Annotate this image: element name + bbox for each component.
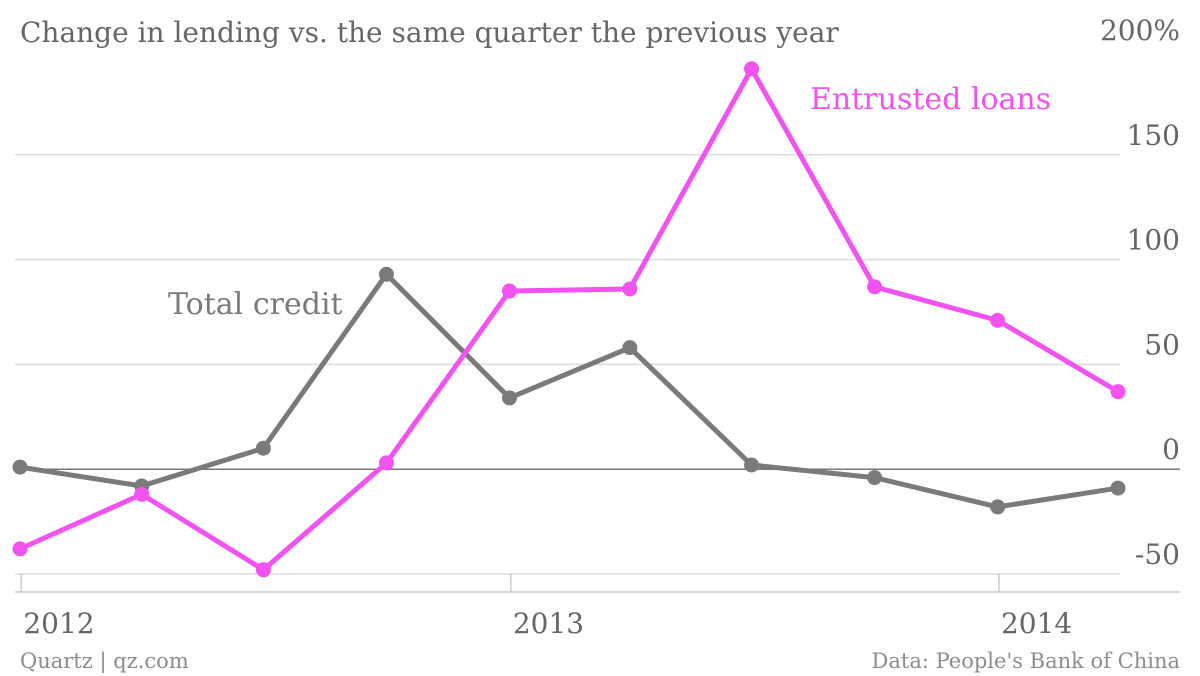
series-label-total-credit: Total credit [168,287,343,322]
series-total [12,266,1126,515]
source-right: Data: People's Bank of China [872,649,1180,673]
series-label-entrusted-loans: Entrusted loans [810,82,1051,117]
data-point-entrusted [134,486,150,502]
y-tick-label: -50 [1135,538,1180,571]
data-point-total [744,457,760,473]
y-tick-label: 200% [1100,14,1180,47]
y-tick-label: 0 [1162,433,1180,466]
data-point-total [867,470,883,486]
data-point-total [12,459,28,475]
data-point-entrusted [378,455,394,471]
data-point-total [255,440,271,456]
x-tick-label: 2013 [513,607,584,640]
gridlines [15,154,1180,575]
data-point-entrusted [622,281,638,297]
y-tick-label: 150 [1127,119,1180,152]
series-entrusted [12,61,1126,578]
data-point-total [990,499,1006,515]
chart-title: Change in lending vs. the same quarter t… [20,16,839,49]
data-point-entrusted [1110,384,1126,400]
data-point-entrusted [990,312,1006,328]
x-tick-label: 2012 [23,607,94,640]
data-point-total [622,340,638,356]
data-point-total [378,266,394,282]
series [12,61,1126,578]
data-point-total [501,390,517,406]
data-point-entrusted [744,61,760,77]
series-line-total [17,271,1121,510]
data-point-entrusted [867,279,883,295]
source-left: Quartz | qz.com [20,649,189,674]
data-point-entrusted [501,283,517,299]
data-point-entrusted [255,562,271,578]
data-point-entrusted [12,541,28,557]
x-axis: 2012 2013 2014 [15,574,1180,640]
y-tick-label: 100 [1127,224,1180,257]
series-line-entrusted [17,66,1121,573]
y-tick-label: 50 [1144,328,1180,361]
y-axis: 200% 150 100 50 0 -50 [1100,14,1180,571]
x-tick-label: 2014 [1001,607,1072,640]
data-point-total [1110,480,1126,496]
